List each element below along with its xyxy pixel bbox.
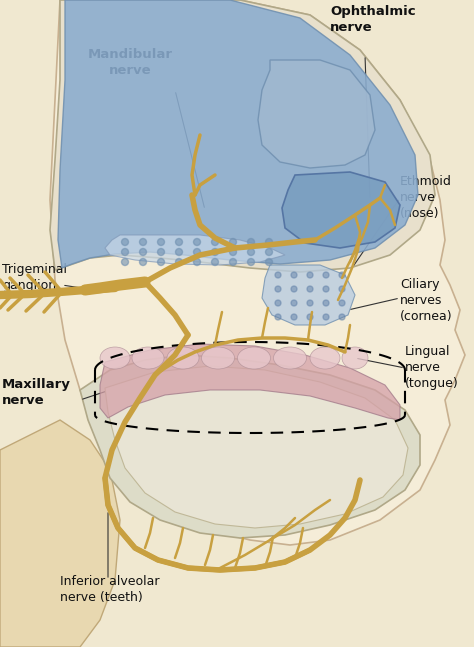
Circle shape — [291, 314, 297, 320]
Circle shape — [157, 248, 164, 256]
Circle shape — [323, 286, 329, 292]
Circle shape — [193, 239, 201, 245]
Ellipse shape — [273, 347, 307, 369]
Text: Inferior alveolar
nerve (teeth): Inferior alveolar nerve (teeth) — [60, 575, 159, 604]
Polygon shape — [50, 0, 465, 545]
Polygon shape — [80, 355, 420, 538]
Circle shape — [339, 300, 345, 306]
Text: Lingual
nerve
(tongue): Lingual nerve (tongue) — [405, 345, 459, 390]
Text: Ethmoid
nerve
(nose): Ethmoid nerve (nose) — [400, 175, 452, 220]
Text: Mandibular
nerve: Mandibular nerve — [88, 48, 173, 77]
Ellipse shape — [201, 347, 235, 369]
Circle shape — [265, 248, 273, 256]
Circle shape — [139, 239, 146, 245]
Circle shape — [307, 272, 313, 278]
Ellipse shape — [167, 347, 199, 369]
Circle shape — [307, 314, 313, 320]
Circle shape — [139, 248, 146, 256]
Circle shape — [275, 300, 281, 306]
Circle shape — [307, 286, 313, 292]
Circle shape — [339, 314, 345, 320]
Circle shape — [323, 314, 329, 320]
Circle shape — [121, 239, 128, 245]
Text: Ophthalmic
nerve: Ophthalmic nerve — [330, 5, 416, 34]
Circle shape — [291, 272, 297, 278]
Circle shape — [121, 259, 128, 265]
Circle shape — [139, 259, 146, 265]
Text: Maxillary
nerve: Maxillary nerve — [2, 378, 71, 407]
Circle shape — [247, 259, 255, 265]
Circle shape — [211, 259, 219, 265]
Ellipse shape — [310, 347, 340, 369]
Circle shape — [211, 239, 219, 245]
Circle shape — [265, 259, 273, 265]
Polygon shape — [0, 420, 120, 647]
Circle shape — [291, 286, 297, 292]
Circle shape — [229, 239, 237, 245]
Circle shape — [121, 248, 128, 256]
Circle shape — [157, 239, 164, 245]
Circle shape — [157, 259, 164, 265]
Polygon shape — [50, 0, 435, 272]
Text: Trigeminal
ganglion: Trigeminal ganglion — [2, 263, 67, 292]
Circle shape — [275, 272, 281, 278]
Circle shape — [275, 286, 281, 292]
Circle shape — [175, 259, 182, 265]
Circle shape — [211, 248, 219, 256]
Ellipse shape — [342, 347, 368, 369]
Circle shape — [323, 300, 329, 306]
Polygon shape — [58, 0, 418, 268]
Circle shape — [291, 300, 297, 306]
Ellipse shape — [237, 347, 271, 369]
Polygon shape — [258, 60, 375, 168]
Circle shape — [323, 272, 329, 278]
Ellipse shape — [100, 347, 130, 369]
Circle shape — [229, 248, 237, 256]
Ellipse shape — [132, 347, 164, 369]
Circle shape — [265, 239, 273, 245]
Polygon shape — [262, 265, 355, 325]
Polygon shape — [282, 172, 400, 248]
Polygon shape — [105, 235, 285, 265]
Circle shape — [307, 300, 313, 306]
Circle shape — [175, 239, 182, 245]
Circle shape — [193, 248, 201, 256]
Circle shape — [175, 248, 182, 256]
Circle shape — [229, 259, 237, 265]
Circle shape — [193, 259, 201, 265]
Polygon shape — [105, 366, 408, 528]
Text: Ciliary
nerves
(cornea): Ciliary nerves (cornea) — [400, 278, 453, 323]
Circle shape — [247, 248, 255, 256]
Circle shape — [339, 286, 345, 292]
Circle shape — [275, 314, 281, 320]
Circle shape — [339, 272, 345, 278]
Polygon shape — [100, 344, 400, 420]
Circle shape — [247, 239, 255, 245]
